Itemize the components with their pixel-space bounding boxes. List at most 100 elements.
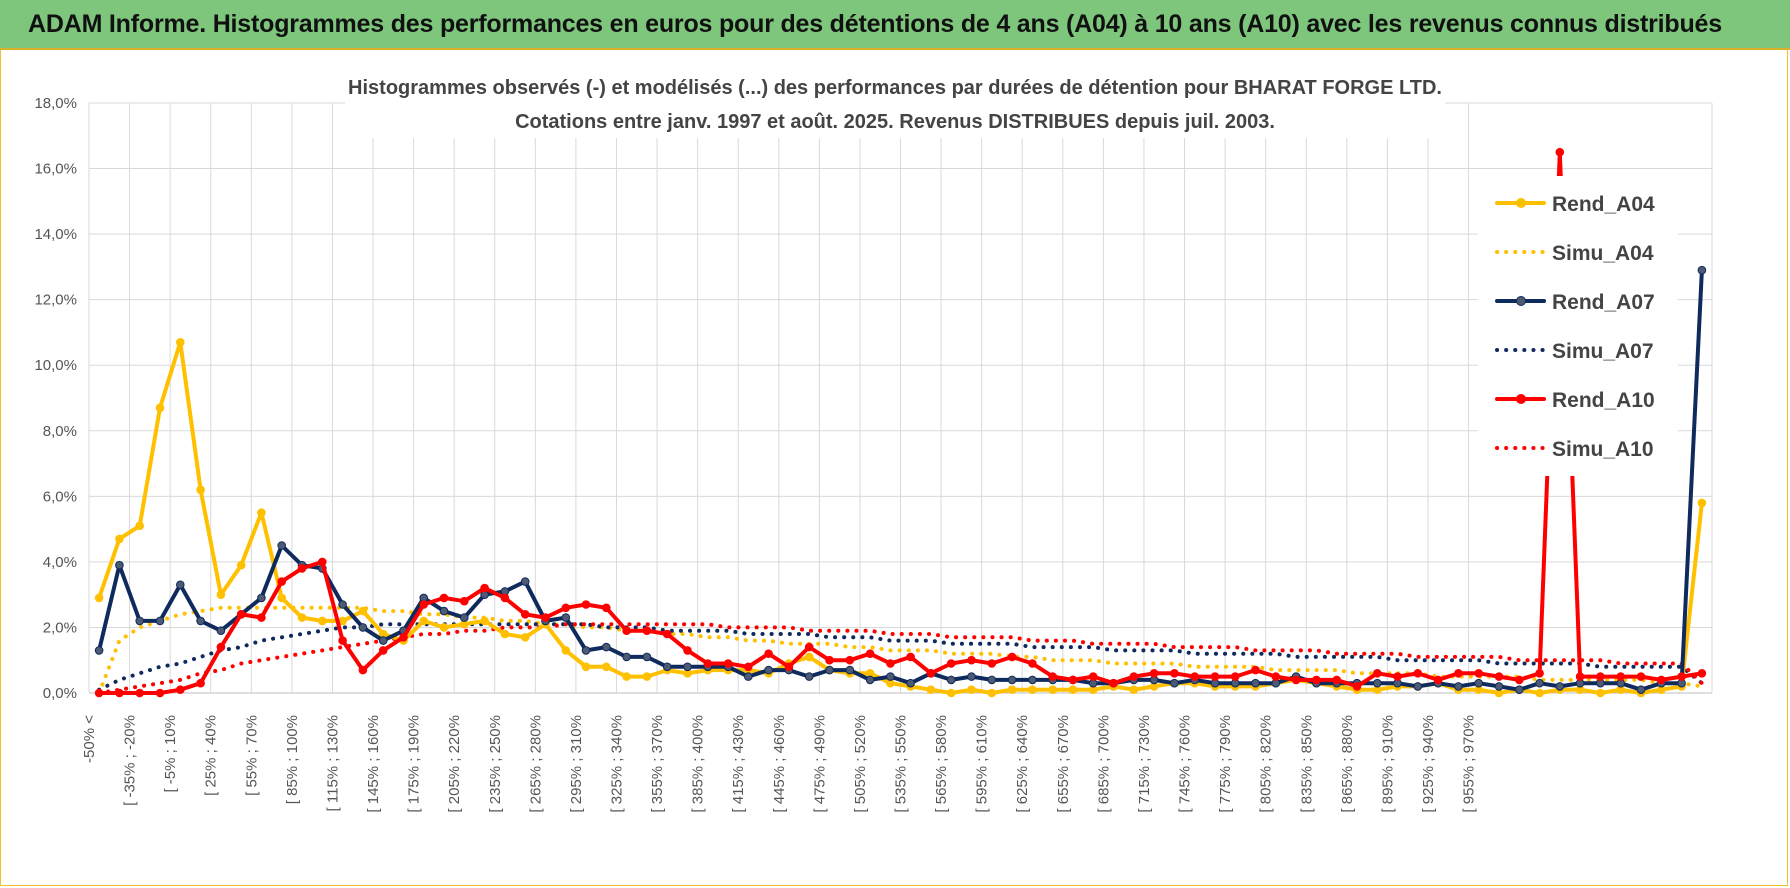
data-point-rend-a10 [1291, 675, 1301, 685]
data-point-rend-a10 [784, 662, 794, 672]
data-point-rend-a07 [460, 613, 469, 622]
data-point-rend-a07 [1007, 675, 1017, 685]
data-point-rend-a04 [1596, 688, 1605, 698]
data-point-rend-a04 [176, 338, 185, 347]
y-tick-label: 16,0% [34, 161, 77, 178]
data-point-rend-a10 [378, 646, 388, 655]
banner-title: ADAM Informe. Histogrammes des performan… [28, 10, 1722, 38]
data-point-rend-a10 [1474, 669, 1483, 678]
data-point-rend-a07 [176, 580, 185, 590]
data-point-rend-a07 [1028, 675, 1037, 685]
data-point-rend-a10 [399, 633, 408, 642]
y-tick-label: 2,0% [43, 619, 77, 636]
data-point-rend-a10 [1068, 675, 1078, 685]
legend-label: Rend_A10 [1552, 389, 1655, 412]
data-point-rend-a10 [297, 564, 307, 573]
x-tick-label: [ 685% ; 700% [1095, 715, 1112, 813]
data-point-rend-a07 [358, 623, 368, 632]
data-point-rend-a07 [1373, 678, 1382, 688]
data-point-rend-a10 [196, 678, 205, 688]
data-point-rend-a07 [155, 616, 165, 626]
data-point-rend-a10 [1312, 675, 1321, 685]
data-point-rend-a10 [460, 596, 469, 606]
y-tick-label: 12,0% [34, 292, 77, 309]
data-point-rend-a07 [216, 626, 226, 636]
data-point-rend-a10 [1230, 672, 1240, 681]
data-point-rend-a04 [1048, 685, 1057, 695]
x-tick-label: [ 655% ; 670% [1055, 715, 1072, 813]
data-point-rend-a10 [1575, 672, 1585, 681]
header-banner: ADAM Informe. Histogrammes des performan… [0, 0, 1790, 50]
legend-marker [1516, 198, 1526, 208]
data-point-rend-a10 [1616, 672, 1625, 681]
data-point-rend-a04 [155, 403, 165, 413]
x-tick-label: [ 145% ; 160% [365, 715, 382, 813]
x-tick-label: [ 415% ; 430% [730, 715, 747, 813]
x-tick-label: [ 265% ; 280% [527, 715, 544, 813]
x-tick-label: [ 955% ; 970% [1461, 715, 1478, 813]
x-tick-label: [ 115% ; 130% [324, 715, 341, 811]
data-point-rend-a04 [277, 593, 287, 603]
data-point-rend-a10 [135, 688, 144, 698]
data-point-rend-a04 [439, 623, 449, 632]
y-tick-label: 18,0% [34, 95, 77, 112]
y-tick-label: 14,0% [34, 226, 77, 243]
data-point-rend-a10 [1048, 672, 1057, 681]
data-point-rend-a10 [1149, 669, 1159, 678]
series-line-simu-a07 [97, 622, 1704, 692]
data-point-rend-a10 [500, 593, 510, 603]
data-point-rend-a10 [622, 626, 631, 636]
data-point-rend-a07 [602, 642, 611, 652]
data-point-rend-a07 [378, 636, 388, 645]
y-tick-label: 0,0% [43, 685, 77, 702]
data-point-rend-a07 [135, 616, 144, 626]
data-point-rend-a10 [1170, 669, 1179, 678]
data-point-rend-a10 [1535, 669, 1544, 678]
data-point-rend-a04 [1007, 685, 1017, 695]
data-point-rend-a04 [1068, 685, 1078, 695]
x-tick-label: -50% < [81, 715, 98, 763]
data-point-rend-a07 [520, 577, 530, 586]
y-tick-label: 10,0% [34, 357, 77, 374]
data-point-rend-a10 [683, 646, 692, 655]
data-point-rend-a04 [257, 508, 266, 518]
x-tick-label: [ 505% ; 520% [852, 715, 869, 813]
x-tick-label: [ 775% ; 790% [1217, 715, 1234, 813]
data-point-rend-a07 [1515, 685, 1524, 695]
data-point-rend-a10 [1109, 678, 1118, 688]
x-tick-label: [ 355% ; 370% [649, 715, 666, 813]
data-point-rend-a10 [825, 655, 834, 665]
data-point-rend-a10 [581, 600, 591, 609]
data-point-rend-a07 [257, 593, 266, 603]
data-point-rend-a04 [94, 593, 104, 603]
data-point-rend-a10 [1007, 652, 1017, 662]
chart-title-line: Cotations entre janv. 1997 et août. 2025… [515, 111, 1275, 133]
data-point-rend-a10 [1373, 669, 1382, 678]
data-point-rend-a07 [662, 662, 672, 672]
data-point-rend-a10 [1332, 675, 1341, 685]
data-point-rend-a10 [176, 685, 185, 695]
x-tick-label: [ 445% ; 460% [771, 715, 788, 813]
x-tick-label: [ 235% ; 250% [487, 715, 504, 813]
data-point-rend-a07 [886, 672, 895, 681]
data-point-rend-a07 [1636, 685, 1646, 695]
data-point-rend-a04 [500, 629, 510, 639]
x-tick-label: [ -35% ; -20% [122, 715, 139, 806]
data-point-rend-a04 [602, 662, 611, 672]
data-point-rend-a07 [845, 665, 855, 675]
data-point-rend-a10 [94, 688, 104, 698]
data-point-rend-a07 [196, 616, 205, 626]
x-tick-label: [ 565% ; 580% [933, 715, 950, 813]
data-point-rend-a10 [257, 613, 266, 622]
legend-label: Simu_A07 [1552, 340, 1654, 363]
legend-background [1478, 176, 1678, 476]
legend-marker [1516, 394, 1526, 404]
data-point-rend-a10 [804, 642, 814, 652]
y-tick-label: 4,0% [43, 554, 77, 571]
data-point-rend-a07 [622, 652, 631, 662]
data-point-rend-a10 [1352, 682, 1362, 691]
data-point-rend-a10 [338, 636, 347, 645]
data-point-rend-a07 [1454, 682, 1463, 691]
chart-title-line: Histogrammes observés (-) et modélisés (… [348, 77, 1442, 99]
data-point-rend-a10 [115, 688, 124, 698]
